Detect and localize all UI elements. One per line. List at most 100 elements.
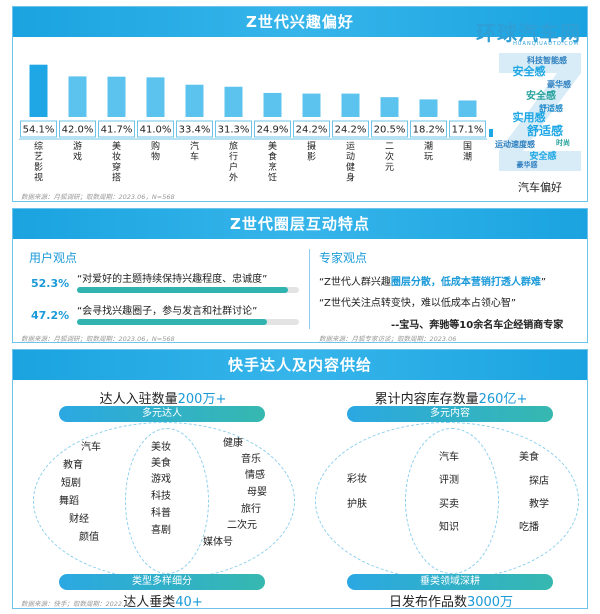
- expert-signature: --宝马、奔驰等10余名车企经销商专家: [391, 320, 564, 331]
- right-tag: 买卖: [439, 499, 459, 510]
- value-box: [371, 120, 408, 138]
- category-label: 购物: [151, 140, 160, 163]
- category-label: 美妆穿搭: [112, 140, 121, 184]
- right-tag: 美食: [519, 452, 539, 463]
- left-tag: 健康: [223, 438, 243, 449]
- left-tag: 喜剧: [151, 525, 171, 536]
- right-inner-oval: [405, 428, 499, 574]
- left-tag: 二次元: [227, 520, 257, 531]
- bar-购物: [146, 77, 165, 117]
- left-tag: 美妆: [151, 442, 171, 453]
- left-tag: 短剧: [61, 478, 81, 489]
- value-label: 24.2%: [296, 125, 328, 136]
- value-box: [176, 120, 213, 138]
- left-tag: 母婴: [247, 487, 267, 498]
- bar-汽车: [185, 84, 204, 117]
- user-bar-fill-1: [77, 287, 288, 293]
- right-tag: 评测: [439, 475, 459, 486]
- cloud-word: 豪华感: [517, 160, 538, 169]
- cloud-word: 科技智能感: [527, 55, 567, 65]
- right-tag: 探店: [529, 476, 549, 487]
- left-tag: 旅行: [241, 504, 261, 515]
- user-pct-1: 52.3%: [31, 277, 70, 290]
- interaction-panel: Z世代圈层互动特点 用户观点 专家观点 52.3% “对爱好的主题持续保持兴趣程…: [12, 208, 588, 343]
- bar-综艺影视: [29, 64, 48, 117]
- expert-view-title: 专家观点: [319, 251, 368, 265]
- category-label: 汽车: [190, 140, 199, 163]
- left-tag: 舞蹈: [59, 496, 79, 507]
- value-label: 17.1%: [452, 125, 484, 136]
- left-inner-oval: [125, 428, 209, 574]
- value-box: [449, 120, 486, 138]
- watermark-subtext: HUANQIUAUTO.COM: [513, 41, 579, 47]
- left-tag: 音乐: [241, 454, 261, 465]
- category-label: 游戏: [73, 140, 82, 163]
- value-box: [98, 120, 135, 138]
- value-label: 24.2%: [335, 125, 367, 136]
- value-label: 24.9%: [257, 125, 289, 136]
- z-letter-shape: [499, 53, 581, 171]
- category-label: 潮玩: [424, 140, 433, 163]
- category-label: 旅行户外: [229, 140, 238, 184]
- bar-美食烹饪: [263, 92, 282, 117]
- supply-panel: 快手达人及内容供给 达人入驻数量200万+ 多元达人 类型多样细分 达人垂类40…: [12, 349, 588, 610]
- left-top-stat-number: 200万+: [177, 392, 227, 407]
- user-view-title: 用户观点: [29, 251, 78, 265]
- value-label: 54.1%: [23, 125, 55, 136]
- right-tag: 吃播: [519, 522, 539, 533]
- bar-国潮: [458, 100, 477, 117]
- source-note-left: 数据来源：月狐调研；取数周期：2023.06，N=568: [21, 335, 175, 343]
- right-tag: 教学: [529, 499, 549, 510]
- category-label: 美食烹饪: [268, 140, 277, 184]
- right-tag: 汽车: [439, 452, 459, 463]
- source-note-right: 数据来源：月狐专家访谈；取数周期：2023.06: [319, 335, 457, 343]
- arrow-icon: [489, 129, 493, 137]
- left-bottom-stat-number: 40+: [175, 595, 203, 610]
- left-tag: 财经: [69, 514, 89, 525]
- right-top-pill: 多元内容: [347, 406, 553, 422]
- value-label: 41.0%: [140, 125, 172, 136]
- column-divider: [309, 249, 310, 329]
- cloud-word: 舒适感: [526, 123, 563, 138]
- cloud-word: 实用感: [513, 110, 546, 124]
- source-note: 数据来源：快手；取数周期：2022.12: [21, 600, 133, 608]
- category-label: 综艺影视: [34, 140, 43, 184]
- cloud-word: 安全感: [526, 89, 556, 102]
- value-box: [215, 120, 252, 138]
- user-pct-2: 47.2%: [31, 309, 70, 322]
- bar-潮玩: [419, 99, 438, 117]
- left-top-pill: 多元达人: [59, 406, 265, 422]
- left-tag: 情感: [245, 470, 265, 481]
- value-label: 33.4%: [179, 125, 211, 136]
- cloud-word: 豪华感: [547, 79, 571, 89]
- right-top-stat: 累计内容库存数量260亿+: [374, 392, 528, 407]
- supply-banner: 快手达人及内容供给: [13, 350, 587, 380]
- bar-摄影: [302, 93, 321, 117]
- cloud-word: 安全感: [529, 150, 556, 162]
- user-quote-1: “对爱好的主题持续保持兴趣程度、忠诚度”: [77, 274, 268, 285]
- value-label: 31.3%: [218, 125, 250, 136]
- left-top-stat: 达人入驻数量200万+: [99, 392, 227, 407]
- interest-panel: Z世代兴趣偏好 环球汽车网 HUANQIUAUTO.COM 54.1% 综艺影视 4…: [12, 6, 588, 202]
- value-label: 18.2%: [413, 125, 445, 136]
- right-tag: 护肤: [347, 499, 367, 510]
- cloud-word: 舒适感: [538, 103, 563, 113]
- value-label: 41.7%: [101, 125, 133, 136]
- bar-美妆穿搭: [107, 76, 126, 117]
- value-box: [293, 120, 330, 138]
- category-label: 二次元: [385, 142, 394, 173]
- bar-旅行户外: [224, 86, 243, 117]
- user-bar-fill-2: [77, 319, 268, 325]
- bar-游戏: [68, 76, 87, 117]
- left-tag: 游戏: [151, 474, 171, 485]
- user-quote-2: “会寻找兴趣圈子，参与发言和社群讨论”: [77, 306, 258, 317]
- expert-quote-1: “Z世代人群兴趣圈层分散，低成本营销打透人群难”: [319, 277, 547, 288]
- right-top-stat-number: 260亿+: [478, 392, 528, 407]
- interest-bar-chart: 54.1% 综艺影视 42.0% 游戏 41.7% 美妆穿搭 41.0% 购物 33.4% 汽车 3…: [19, 64, 493, 184]
- value-box: [59, 120, 96, 138]
- left-tag: 科普: [151, 508, 171, 519]
- source-note: 数据来源：月狐调研；取数周期：2023.06，N=568: [21, 193, 175, 201]
- cloud-word: 安全感: [513, 64, 546, 78]
- value-box: [332, 120, 369, 138]
